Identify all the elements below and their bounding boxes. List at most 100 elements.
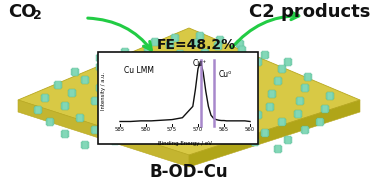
Polygon shape <box>285 58 291 66</box>
Polygon shape <box>225 132 231 140</box>
Polygon shape <box>189 100 360 167</box>
Polygon shape <box>192 62 198 70</box>
Polygon shape <box>96 55 104 61</box>
Polygon shape <box>249 70 255 78</box>
Polygon shape <box>196 102 204 108</box>
Polygon shape <box>91 127 99 133</box>
Polygon shape <box>82 76 88 84</box>
Polygon shape <box>108 110 116 116</box>
Polygon shape <box>209 117 215 125</box>
Polygon shape <box>215 42 221 50</box>
Text: 2: 2 <box>33 9 42 22</box>
Polygon shape <box>122 48 128 56</box>
Polygon shape <box>18 100 189 167</box>
Polygon shape <box>285 136 291 144</box>
Polygon shape <box>229 104 235 112</box>
Polygon shape <box>155 76 161 84</box>
Polygon shape <box>180 116 186 124</box>
Polygon shape <box>237 123 243 131</box>
Polygon shape <box>197 32 203 40</box>
Polygon shape <box>54 82 62 88</box>
Polygon shape <box>109 109 115 117</box>
Polygon shape <box>304 74 312 80</box>
Polygon shape <box>144 45 152 51</box>
Polygon shape <box>165 63 171 71</box>
Polygon shape <box>297 97 303 105</box>
Polygon shape <box>109 71 115 79</box>
Polygon shape <box>327 92 333 100</box>
Polygon shape <box>181 88 189 94</box>
Polygon shape <box>221 66 229 72</box>
Polygon shape <box>182 87 188 95</box>
Polygon shape <box>212 77 218 85</box>
Polygon shape <box>72 68 78 76</box>
Polygon shape <box>274 78 282 84</box>
Text: 560: 560 <box>245 127 255 132</box>
Polygon shape <box>317 118 323 126</box>
Polygon shape <box>197 101 203 109</box>
Polygon shape <box>145 44 151 52</box>
Polygon shape <box>274 146 282 152</box>
Polygon shape <box>138 106 146 112</box>
Polygon shape <box>139 105 145 113</box>
Polygon shape <box>302 126 308 134</box>
Polygon shape <box>242 83 248 91</box>
Polygon shape <box>261 52 269 58</box>
Polygon shape <box>242 96 248 104</box>
Polygon shape <box>97 84 103 92</box>
Polygon shape <box>236 41 244 47</box>
Polygon shape <box>81 77 89 83</box>
Polygon shape <box>268 91 276 97</box>
Polygon shape <box>112 137 118 145</box>
Polygon shape <box>18 28 360 155</box>
Polygon shape <box>96 85 104 91</box>
Polygon shape <box>152 53 158 61</box>
Polygon shape <box>181 76 189 82</box>
Polygon shape <box>196 130 204 136</box>
Polygon shape <box>152 38 158 46</box>
Polygon shape <box>151 54 159 60</box>
Polygon shape <box>92 126 98 134</box>
Polygon shape <box>176 51 184 57</box>
Polygon shape <box>224 133 232 139</box>
Polygon shape <box>326 93 334 99</box>
Polygon shape <box>241 84 249 90</box>
Polygon shape <box>301 85 309 91</box>
Polygon shape <box>251 139 259 145</box>
Polygon shape <box>97 63 103 71</box>
Polygon shape <box>191 63 199 69</box>
Polygon shape <box>151 39 159 45</box>
Polygon shape <box>151 90 159 96</box>
Polygon shape <box>41 95 49 101</box>
Polygon shape <box>169 130 175 138</box>
Polygon shape <box>62 130 68 138</box>
Polygon shape <box>142 133 148 141</box>
Polygon shape <box>295 110 301 118</box>
Text: Cu LMM: Cu LMM <box>124 66 154 75</box>
Polygon shape <box>111 138 119 144</box>
Polygon shape <box>177 50 183 58</box>
Polygon shape <box>61 103 69 109</box>
Polygon shape <box>137 66 143 74</box>
Polygon shape <box>239 46 245 54</box>
Polygon shape <box>275 77 281 85</box>
Polygon shape <box>151 119 159 125</box>
Polygon shape <box>216 37 224 43</box>
Polygon shape <box>254 112 262 118</box>
Text: 565: 565 <box>219 127 229 132</box>
Polygon shape <box>322 105 328 113</box>
Polygon shape <box>302 84 308 92</box>
Polygon shape <box>192 39 198 47</box>
Polygon shape <box>197 129 203 137</box>
Polygon shape <box>279 118 285 126</box>
Polygon shape <box>278 119 286 125</box>
Polygon shape <box>126 81 134 87</box>
Polygon shape <box>97 54 103 62</box>
Polygon shape <box>121 94 129 100</box>
Polygon shape <box>42 94 48 102</box>
Polygon shape <box>236 124 244 130</box>
Polygon shape <box>168 131 176 137</box>
Polygon shape <box>81 142 89 148</box>
Polygon shape <box>255 58 261 66</box>
Polygon shape <box>201 50 209 56</box>
